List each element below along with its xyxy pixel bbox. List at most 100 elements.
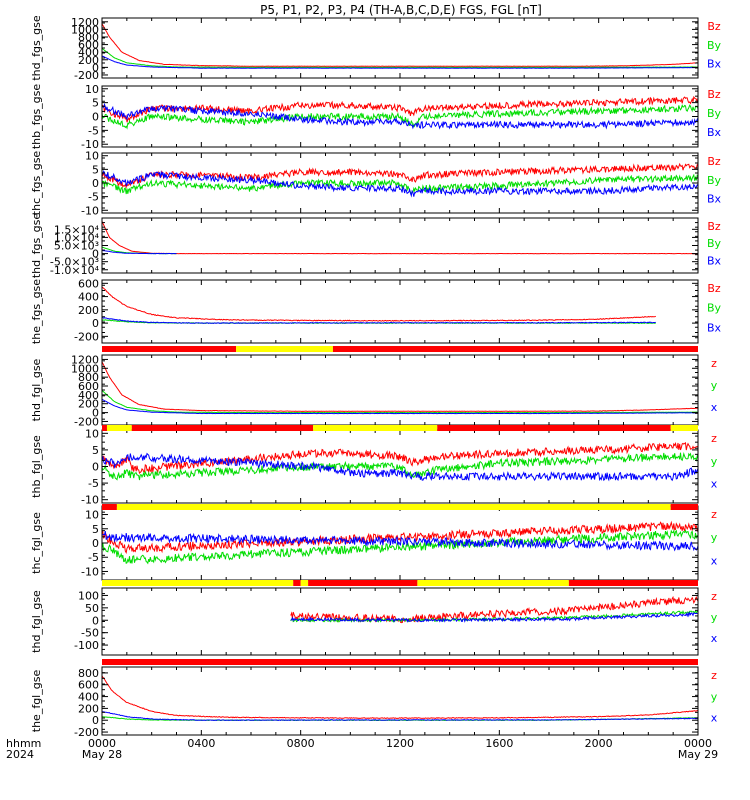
- y-tick-label: 0: [92, 177, 99, 190]
- mode-bar: [102, 425, 698, 431]
- mode-bar-segment: [437, 425, 671, 431]
- series-line-Bx: [102, 249, 177, 255]
- time-tick-label: 2000: [585, 737, 613, 750]
- y-tick-label: 600: [78, 277, 99, 290]
- y-tick-label: 1.0×10⁴: [54, 231, 100, 244]
- series-line-y: [102, 529, 698, 565]
- y-axis-label: the_fgl_gse: [30, 670, 43, 733]
- y-tick-label: -5.0×10³: [50, 256, 99, 269]
- series-line-By: [102, 104, 698, 130]
- y-tick-label: 5: [92, 97, 99, 110]
- y-tick-label: 0: [92, 537, 99, 550]
- time-tick-label: 1600: [485, 737, 513, 750]
- legend-By: By: [707, 237, 722, 250]
- y-tick-label: 5: [92, 444, 99, 457]
- y-axis-label: thd_fgl_gse: [30, 358, 43, 421]
- panel-frame: [101, 152, 699, 214]
- y-axis-label: thb_fgl_gse: [30, 435, 43, 498]
- series-line-x: [102, 398, 698, 415]
- mode-bar-segment: [106, 425, 132, 431]
- y-axis-label: thb_fgs_gse: [30, 84, 43, 150]
- mode-bar-segment: [670, 504, 698, 510]
- legend-z: z: [711, 432, 717, 445]
- y-tick-label: 800: [78, 667, 99, 680]
- y-axis-label: thc_fgs_gse: [30, 151, 43, 216]
- series-line-Bx: [102, 102, 698, 130]
- legend-Bz: Bz: [707, 88, 721, 101]
- series-group: [102, 221, 698, 255]
- y-tick-label: 1000: [71, 23, 99, 36]
- date-label: May 29: [678, 748, 718, 761]
- series-line-x: [102, 452, 698, 482]
- y-tick-label: 0: [92, 614, 99, 627]
- y-tick-label: 400: [78, 389, 99, 402]
- y-tick-label: -50: [81, 627, 99, 640]
- series-group: [102, 520, 698, 565]
- y-tick-label: 1.5×10⁴: [54, 223, 100, 236]
- y-axis-label: thd_fgl_gse: [30, 590, 43, 653]
- time-axis-label-hhmm: hhmm: [6, 737, 41, 750]
- mode-bar-segment: [308, 580, 418, 586]
- legend-By: By: [707, 39, 722, 52]
- legend-By: By: [707, 302, 722, 315]
- y-tick-label: 0: [92, 317, 99, 330]
- y-tick-label: 50: [85, 602, 99, 615]
- mode-bar-segment: [102, 425, 107, 431]
- series-line-Bz: [102, 23, 698, 67]
- panel-thb_fgl_gse: 10 5 0 -5 -10 thb_fgl_gse zyx: [30, 427, 718, 506]
- y-tick-label: -5: [88, 551, 99, 564]
- y-tick-label: -5: [88, 191, 99, 204]
- legend-Bz: Bz: [707, 282, 721, 295]
- y-axis-label: thd_fgs_gse: [30, 15, 43, 81]
- series-line-Bz: [102, 221, 698, 255]
- y-axis-label: the_fgs_gse: [30, 279, 43, 344]
- mode-bar-segment: [313, 425, 438, 431]
- time-axis-label-year: 2024: [6, 748, 34, 761]
- y-tick-label: -1.0×10⁴: [50, 264, 100, 277]
- legend-Bz: Bz: [707, 20, 721, 33]
- series-line-Bz: [102, 95, 698, 123]
- mode-bar-segment: [293, 580, 301, 586]
- y-tick-label: 10: [85, 83, 99, 96]
- mode-bar-segment: [300, 580, 309, 586]
- y-tick-label: -100: [74, 639, 99, 652]
- y-tick-label: 0: [92, 407, 99, 420]
- panel-frame: [101, 666, 699, 736]
- mode-bar-segment: [102, 659, 698, 665]
- y-tick-label: -10: [81, 494, 99, 507]
- legend-Bx: Bx: [707, 321, 722, 334]
- legend-y: y: [711, 690, 718, 703]
- series-line-By: [102, 173, 698, 195]
- y-tick-label: -200: [74, 415, 99, 428]
- y-tick-label: 200: [78, 702, 99, 715]
- y-tick-label: 1000: [71, 362, 99, 375]
- legend-z: z: [711, 508, 717, 521]
- y-axis-label: thc_fgl_gse: [30, 512, 43, 574]
- mode-bar-segment: [332, 346, 698, 352]
- y-tick-label: -5: [88, 477, 99, 490]
- mode-bar: [102, 659, 698, 665]
- legend-y: y: [711, 379, 718, 392]
- y-tick-label: 0: [92, 248, 99, 261]
- series-line-Bz: [102, 286, 656, 322]
- y-tick-label: 5.0×10³: [54, 240, 99, 253]
- y-axis-label: thd_fgs_gse: [30, 213, 43, 279]
- series-group: [290, 595, 698, 624]
- y-tick-label: -10: [81, 138, 99, 151]
- series-line-Bx: [102, 170, 698, 198]
- time-tick-label: 0400: [187, 737, 215, 750]
- mode-bar-segment: [568, 580, 698, 586]
- y-tick-label: -10: [81, 204, 99, 217]
- y-tick-label: 400: [78, 691, 99, 704]
- legend-y: y: [711, 611, 718, 624]
- plot-title: P5, P1, P2, P3, P4 (TH-A,B,C,D,E) FGS, F…: [260, 3, 542, 17]
- y-tick-label: -200: [74, 726, 99, 739]
- y-tick-label: 100: [78, 589, 99, 602]
- series-line-x: [102, 711, 698, 722]
- y-tick-label: -10: [81, 565, 99, 578]
